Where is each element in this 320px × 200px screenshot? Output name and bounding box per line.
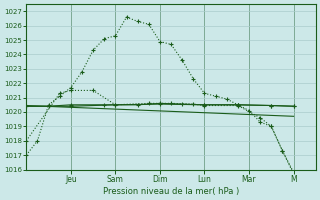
X-axis label: Pression niveau de la mer( hPa ): Pression niveau de la mer( hPa ) — [103, 187, 239, 196]
